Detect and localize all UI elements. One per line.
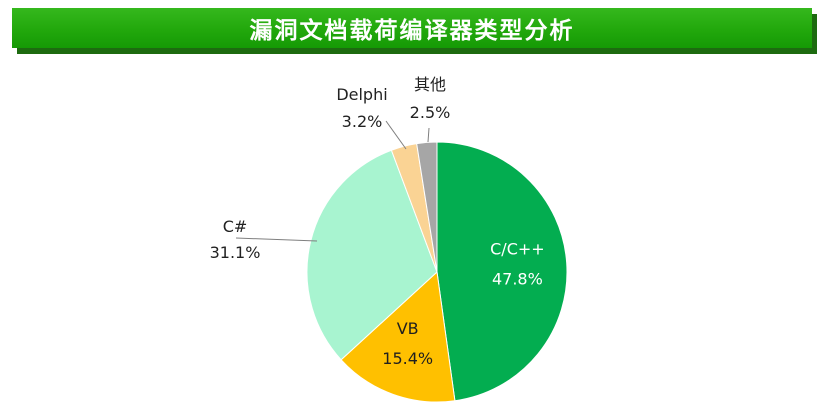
slice-value-item-4: 2.5% [410,103,451,122]
slice-name-c-c: C/C++ [490,239,545,258]
slice-value-vb: 15.4% [382,349,433,368]
slice-labels: C/C++ 47.8% VB 15.4% C# 31.1% Delphi 3.2% 其他 2.5% [210,75,545,368]
slice-name-vb: VB [397,319,419,338]
leader-line-item-4 [427,127,430,143]
leader-line-c [235,237,318,242]
pie-slice-item-4 [416,141,438,273]
slice-value-c-c: 47.8% [492,269,543,288]
leader-line-delphi [385,120,407,150]
slice-name-c: C# [223,217,248,236]
slice-value-c: 31.1% [210,243,261,262]
slice-name-item-4: 其他 [414,75,446,94]
pie-slice-c-c [436,141,568,402]
chart-title: 漏洞文档载荷编译器类型分析 [249,18,575,44]
slice-value-delphi: 3.2% [342,112,383,131]
pie-slice-c [306,149,438,361]
pie-slices [306,141,568,403]
title-banner: 漏洞文档载荷编译器类型分析 [12,8,812,48]
leader-lines [235,120,430,242]
slice-name-delphi: Delphi [336,85,387,104]
pie-slice-vb [340,270,456,403]
